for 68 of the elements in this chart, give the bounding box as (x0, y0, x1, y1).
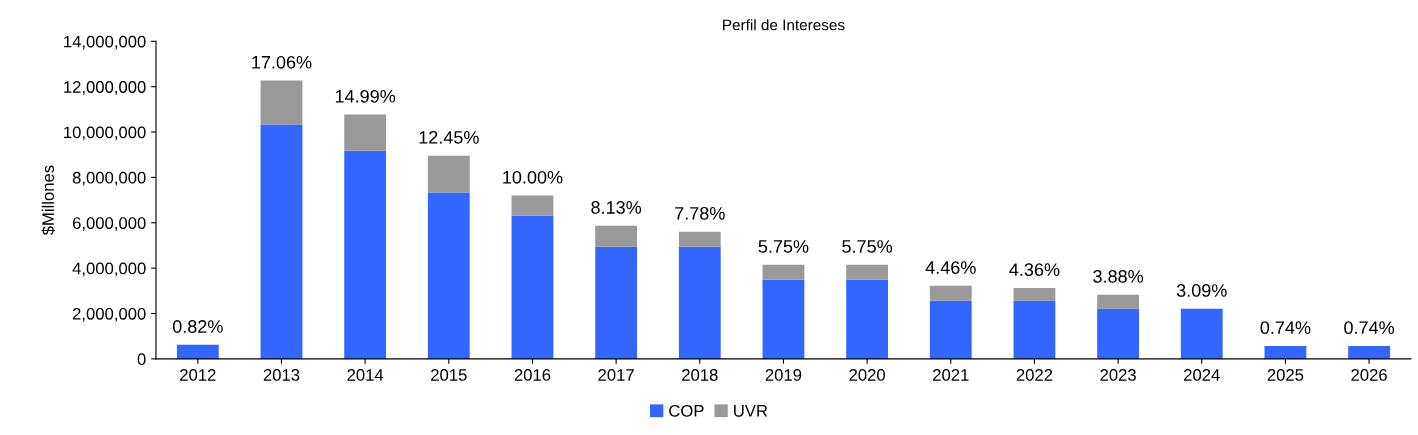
y-axis-title: $Millones (41, 165, 55, 236)
bar (344, 150, 387, 359)
bar (344, 114, 387, 151)
y-tick-label: 0 (137, 353, 146, 366)
annotation: 8.13% (591, 201, 642, 214)
y-tick-label: 2,000,000 (72, 307, 146, 322)
y-tick-label: 4,000,000 (72, 262, 146, 277)
bar (595, 246, 638, 359)
bar (427, 155, 470, 193)
x-tick-label: 2013 (263, 369, 300, 381)
annotation: 12.45% (419, 130, 479, 144)
annotation: 0.74% (1260, 321, 1311, 335)
bar (846, 264, 889, 280)
annotation: 10.00% (503, 170, 563, 184)
x-tick-label: 2021 (933, 369, 969, 381)
x-tick-label: 2026 (1351, 369, 1387, 381)
legend-label: UVR (734, 405, 768, 417)
bar (1097, 308, 1140, 359)
bar (427, 192, 470, 359)
x-tick-label: 2025 (1267, 369, 1304, 381)
bar (176, 344, 219, 359)
bar (511, 195, 554, 216)
bar (595, 225, 638, 247)
bar (511, 215, 554, 359)
y-tick-label: 12,000,000 (64, 81, 146, 95)
bar (1348, 345, 1390, 359)
annotation: 5.75% (842, 240, 893, 253)
x-tick-label: 2014 (347, 369, 384, 381)
y-tick-label: 8,000,000 (72, 171, 146, 186)
bar (1013, 287, 1056, 301)
annotation: 17.06% (252, 55, 312, 69)
bar (762, 264, 805, 280)
x-tick-label: 2024 (1184, 369, 1220, 381)
y-tick-label: 10,000,000 (64, 126, 146, 141)
annotation: 0.82% (172, 320, 223, 333)
bar (1097, 294, 1140, 309)
y-tick-label: 6,000,000 (72, 217, 146, 231)
x-tick-label: 2023 (1100, 369, 1136, 381)
bar (762, 279, 805, 359)
annotation: 5.75% (758, 240, 809, 253)
annotation: 7.78% (675, 206, 725, 220)
x-tick-label: 2016 (514, 369, 551, 381)
x-tick-label: 2012 (180, 369, 216, 381)
annotation: 14.99% (335, 89, 396, 103)
x-tick-label: 2018 (682, 369, 718, 381)
bar (1013, 300, 1056, 359)
chart-title: Perfil de Intereses (723, 19, 845, 31)
bar (929, 300, 972, 359)
y-tick-label: 14,000,000 (64, 35, 146, 50)
bar (1264, 345, 1307, 359)
bar (260, 80, 303, 125)
x-tick-label: 2022 (1016, 369, 1053, 381)
bar (929, 285, 972, 301)
bar (678, 231, 721, 247)
x-tick-label: 2020 (849, 369, 885, 381)
x-tick-label: 2015 (431, 369, 467, 381)
annotation: 3.09% (1176, 284, 1227, 297)
bar (846, 279, 889, 359)
bar (1180, 308, 1223, 359)
annotation: 4.46% (925, 261, 976, 274)
legend-label: COP (669, 404, 704, 417)
annotation: 3.88% (1093, 270, 1144, 283)
annotation: 0.74% (1344, 321, 1395, 335)
bar (260, 124, 303, 359)
bar (678, 246, 721, 359)
x-tick-label: 2019 (765, 369, 802, 381)
x-tick-label: 2017 (598, 369, 634, 381)
annotation: 4.36% (1009, 263, 1060, 276)
